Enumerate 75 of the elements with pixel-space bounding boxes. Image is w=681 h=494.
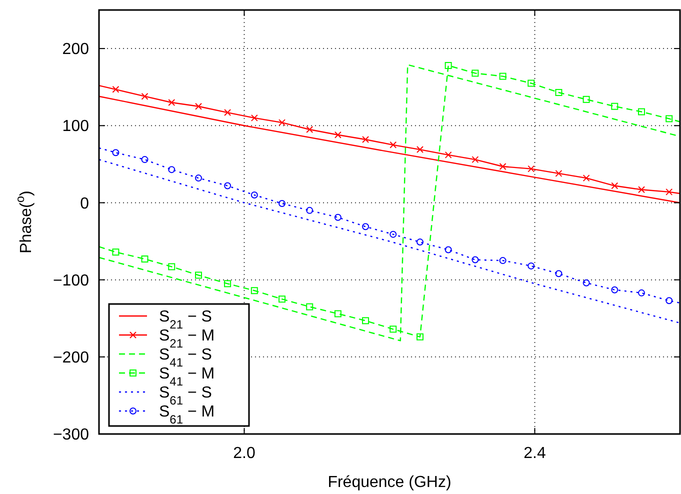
point <box>306 206 314 214</box>
point <box>278 119 286 126</box>
point <box>306 126 314 133</box>
point <box>278 200 286 207</box>
point <box>390 141 397 148</box>
x-tick-label: 2.0 <box>233 445 256 462</box>
point <box>528 165 535 172</box>
point <box>194 102 202 110</box>
point <box>611 102 618 110</box>
point <box>499 72 506 80</box>
point <box>250 287 258 294</box>
x-tick-label: 2.4 <box>524 445 546 462</box>
y-tick-label: 200 <box>62 41 90 58</box>
point <box>141 156 148 164</box>
point <box>666 188 673 196</box>
point <box>416 333 424 340</box>
point <box>499 162 506 170</box>
point <box>638 108 646 116</box>
point <box>168 263 176 270</box>
point <box>472 256 479 264</box>
point <box>472 70 479 77</box>
point <box>168 166 176 174</box>
point <box>194 174 202 182</box>
point <box>390 326 397 333</box>
point <box>416 146 424 154</box>
point <box>582 279 590 286</box>
point <box>362 223 370 230</box>
point <box>112 86 120 93</box>
point <box>582 174 590 182</box>
y-tick-label: 100 <box>62 118 90 136</box>
point <box>611 286 618 294</box>
point <box>444 246 452 254</box>
point <box>555 170 562 177</box>
point <box>334 214 342 221</box>
point <box>444 151 452 158</box>
point <box>390 230 397 238</box>
point <box>112 248 120 256</box>
point <box>499 257 506 264</box>
point <box>250 192 258 199</box>
point <box>472 156 479 164</box>
line-series <box>99 84 680 196</box>
point <box>250 114 258 122</box>
point <box>666 297 673 304</box>
point <box>278 296 286 303</box>
y-tick-label: −100 <box>52 272 90 290</box>
point <box>555 270 562 278</box>
point <box>362 317 370 324</box>
point <box>444 62 452 70</box>
x-axis-title: Fréquence (GHz) <box>328 474 452 491</box>
point <box>224 182 232 190</box>
point <box>611 182 618 190</box>
point <box>168 99 176 106</box>
point <box>638 186 646 194</box>
point <box>194 272 202 279</box>
point <box>666 115 673 122</box>
line-series <box>99 96 680 204</box>
point <box>334 310 342 318</box>
point <box>224 109 232 116</box>
point <box>334 131 342 138</box>
point <box>582 96 590 103</box>
point <box>555 88 562 96</box>
y-tick-label: 0 <box>80 195 90 212</box>
point <box>224 280 232 288</box>
point <box>416 238 424 246</box>
y-tick-label: −300 <box>52 426 90 444</box>
y-tick-label: −200 <box>52 350 90 367</box>
point <box>306 303 314 310</box>
point <box>528 80 535 87</box>
point <box>112 149 120 156</box>
line-series <box>99 147 680 304</box>
point <box>141 256 148 263</box>
point <box>528 262 535 270</box>
point <box>362 136 370 144</box>
point <box>141 92 148 100</box>
point <box>638 289 646 296</box>
